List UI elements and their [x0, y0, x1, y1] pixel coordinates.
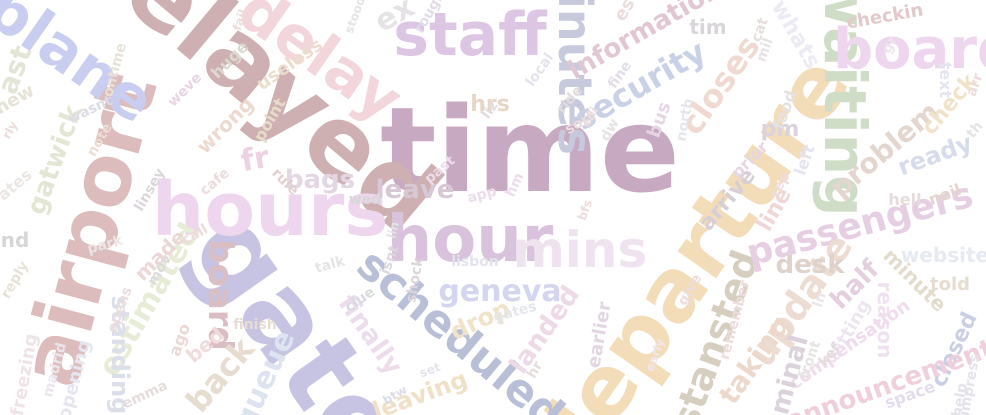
cloud-word: text: [936, 61, 955, 99]
cloud-word: hell: [888, 190, 922, 209]
cloud-word: told: [929, 274, 971, 295]
cloud-word: pm: [760, 117, 800, 142]
cloud-word: lisbon: [451, 254, 499, 270]
cloud-word: geneva: [438, 274, 562, 309]
cloud-word: rly: [0, 118, 21, 142]
cloud-word: board: [832, 17, 986, 82]
cloud-word: time: [380, 81, 680, 219]
cloud-word: nd: [0, 228, 30, 252]
cloud-word: staff: [393, 0, 547, 70]
cloud-word: hours: [151, 167, 389, 253]
cloud-word: hrs: [470, 92, 510, 117]
cloud-word: bags: [284, 165, 356, 195]
cloud-word: wed: [348, 192, 382, 208]
cloud-word: desk: [775, 250, 845, 280]
cloud-word: website: [900, 243, 986, 267]
cloud-word: fr: [238, 139, 272, 180]
cloud-word: stood: [341, 0, 369, 36]
cloud-word: leave: [375, 175, 455, 205]
cloud-word: finish: [233, 317, 277, 333]
cloud-word: hour: [386, 203, 554, 277]
cloud-word: tim: [689, 15, 727, 39]
cloud-word: mins: [512, 221, 648, 279]
